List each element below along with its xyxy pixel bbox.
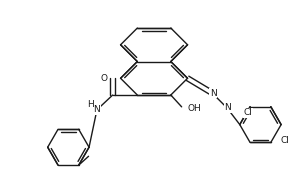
Text: Cl: Cl [244,108,253,117]
Text: N: N [225,103,231,112]
Text: OH: OH [187,104,201,113]
Text: N: N [210,89,217,97]
Text: H: H [87,100,93,109]
Text: Cl: Cl [281,136,289,145]
Text: N: N [93,105,100,114]
Text: O: O [101,74,108,83]
